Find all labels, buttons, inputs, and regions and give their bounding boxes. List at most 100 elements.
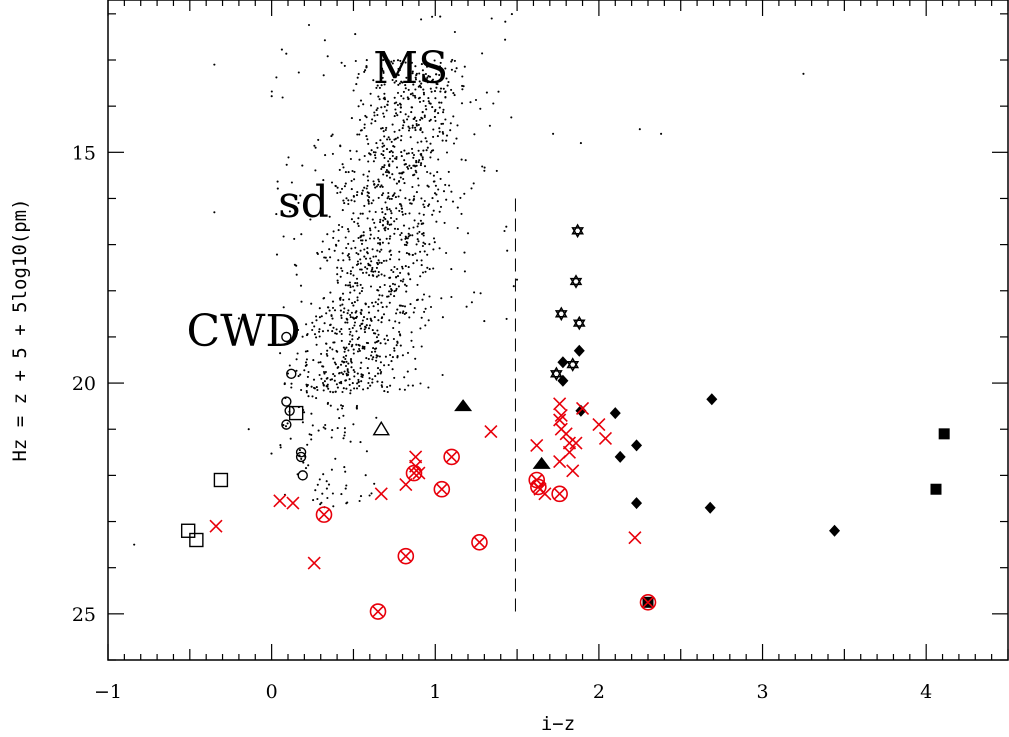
- field-point: [360, 290, 363, 293]
- field-point: [331, 391, 335, 394]
- field-point: [391, 173, 394, 176]
- field-point: [470, 301, 473, 304]
- field-point: [392, 59, 395, 62]
- field-point: [429, 142, 432, 145]
- field-point: [450, 88, 453, 91]
- field-point: [408, 212, 411, 215]
- field-point: [382, 173, 385, 176]
- field-point: [336, 366, 339, 369]
- field-point: [377, 333, 380, 336]
- field-point: [418, 72, 421, 75]
- field-point: [429, 64, 432, 67]
- field-point: [351, 302, 354, 305]
- field-point: [293, 237, 296, 240]
- field-point: [414, 129, 417, 132]
- filled-diamond-marker: [704, 501, 716, 514]
- field-point: [394, 320, 397, 323]
- field-point: [358, 158, 361, 161]
- field-point: [369, 317, 372, 320]
- star-marker: [572, 315, 586, 331]
- region-label-cwd: CWD: [187, 306, 301, 357]
- field-point: [436, 200, 439, 203]
- field-point: [369, 92, 372, 95]
- field-point: [354, 282, 357, 285]
- field-point: [420, 264, 423, 267]
- field-point: [358, 499, 361, 503]
- field-point: [371, 118, 374, 121]
- field-point: [374, 375, 377, 378]
- field-point: [372, 305, 375, 308]
- star-triangle-down: [571, 227, 585, 239]
- field-point: [303, 411, 306, 414]
- field-point: [346, 228, 350, 231]
- field-point: [341, 303, 344, 306]
- field-point: [377, 298, 380, 301]
- field-point: [322, 179, 325, 182]
- x-tick-label: 0: [266, 681, 278, 703]
- field-point: [376, 380, 379, 383]
- field-point: [393, 178, 396, 181]
- field-point: [384, 218, 387, 221]
- field-point: [356, 284, 359, 287]
- field-point: [367, 262, 370, 265]
- field-point: [346, 318, 349, 321]
- field-point: [330, 436, 333, 439]
- field-point: [335, 332, 338, 335]
- field-point: [439, 61, 442, 64]
- field-point: [401, 354, 404, 357]
- field-point: [305, 363, 308, 366]
- field-point: [325, 342, 328, 345]
- field-point: [391, 160, 394, 163]
- field-point: [341, 225, 344, 229]
- field-point: [422, 88, 425, 91]
- field-point: [334, 457, 337, 460]
- field-point: [349, 340, 352, 343]
- star-triangle-up: [549, 366, 563, 378]
- field-point: [495, 169, 498, 172]
- field-point: [320, 250, 324, 253]
- field-point: [313, 144, 316, 147]
- field-point: [391, 123, 394, 126]
- field-point: [400, 94, 403, 98]
- field-point: [349, 286, 352, 289]
- field-point: [359, 327, 363, 330]
- field-point: [353, 324, 356, 327]
- field-point: [424, 72, 427, 76]
- field-point: [375, 416, 378, 419]
- field-point: [300, 457, 303, 460]
- x-axis-title: i−z: [541, 713, 575, 735]
- field-point: [308, 433, 311, 436]
- field-point: [360, 242, 364, 245]
- field-point: [358, 133, 361, 136]
- field-point: [435, 220, 438, 223]
- field-point: [375, 86, 378, 89]
- field-point: [339, 144, 342, 147]
- field-point: [411, 253, 414, 257]
- filled-diamond-marker: [573, 344, 585, 357]
- field-point: [368, 274, 371, 277]
- field-point: [387, 59, 390, 62]
- field-point: [505, 225, 508, 228]
- field-point: [387, 363, 390, 367]
- marker-layer: [180, 223, 950, 620]
- field-point: [442, 132, 445, 135]
- field-point: [431, 15, 434, 18]
- field-point: [400, 238, 403, 241]
- field-point: [301, 335, 304, 338]
- field-point: [342, 199, 345, 202]
- field-point: [410, 339, 413, 342]
- field-point: [355, 330, 358, 333]
- field-point: [429, 118, 432, 121]
- field-point: [380, 261, 383, 264]
- field-point: [438, 130, 441, 133]
- field-point: [423, 199, 426, 203]
- field-point: [422, 293, 426, 296]
- field-point: [425, 78, 428, 81]
- field-point: [381, 224, 385, 227]
- field-point: [374, 151, 377, 154]
- field-point: [340, 339, 343, 342]
- field-point: [332, 373, 335, 376]
- field-point: [388, 65, 391, 68]
- field-point: [377, 309, 380, 312]
- field-point: [350, 361, 353, 364]
